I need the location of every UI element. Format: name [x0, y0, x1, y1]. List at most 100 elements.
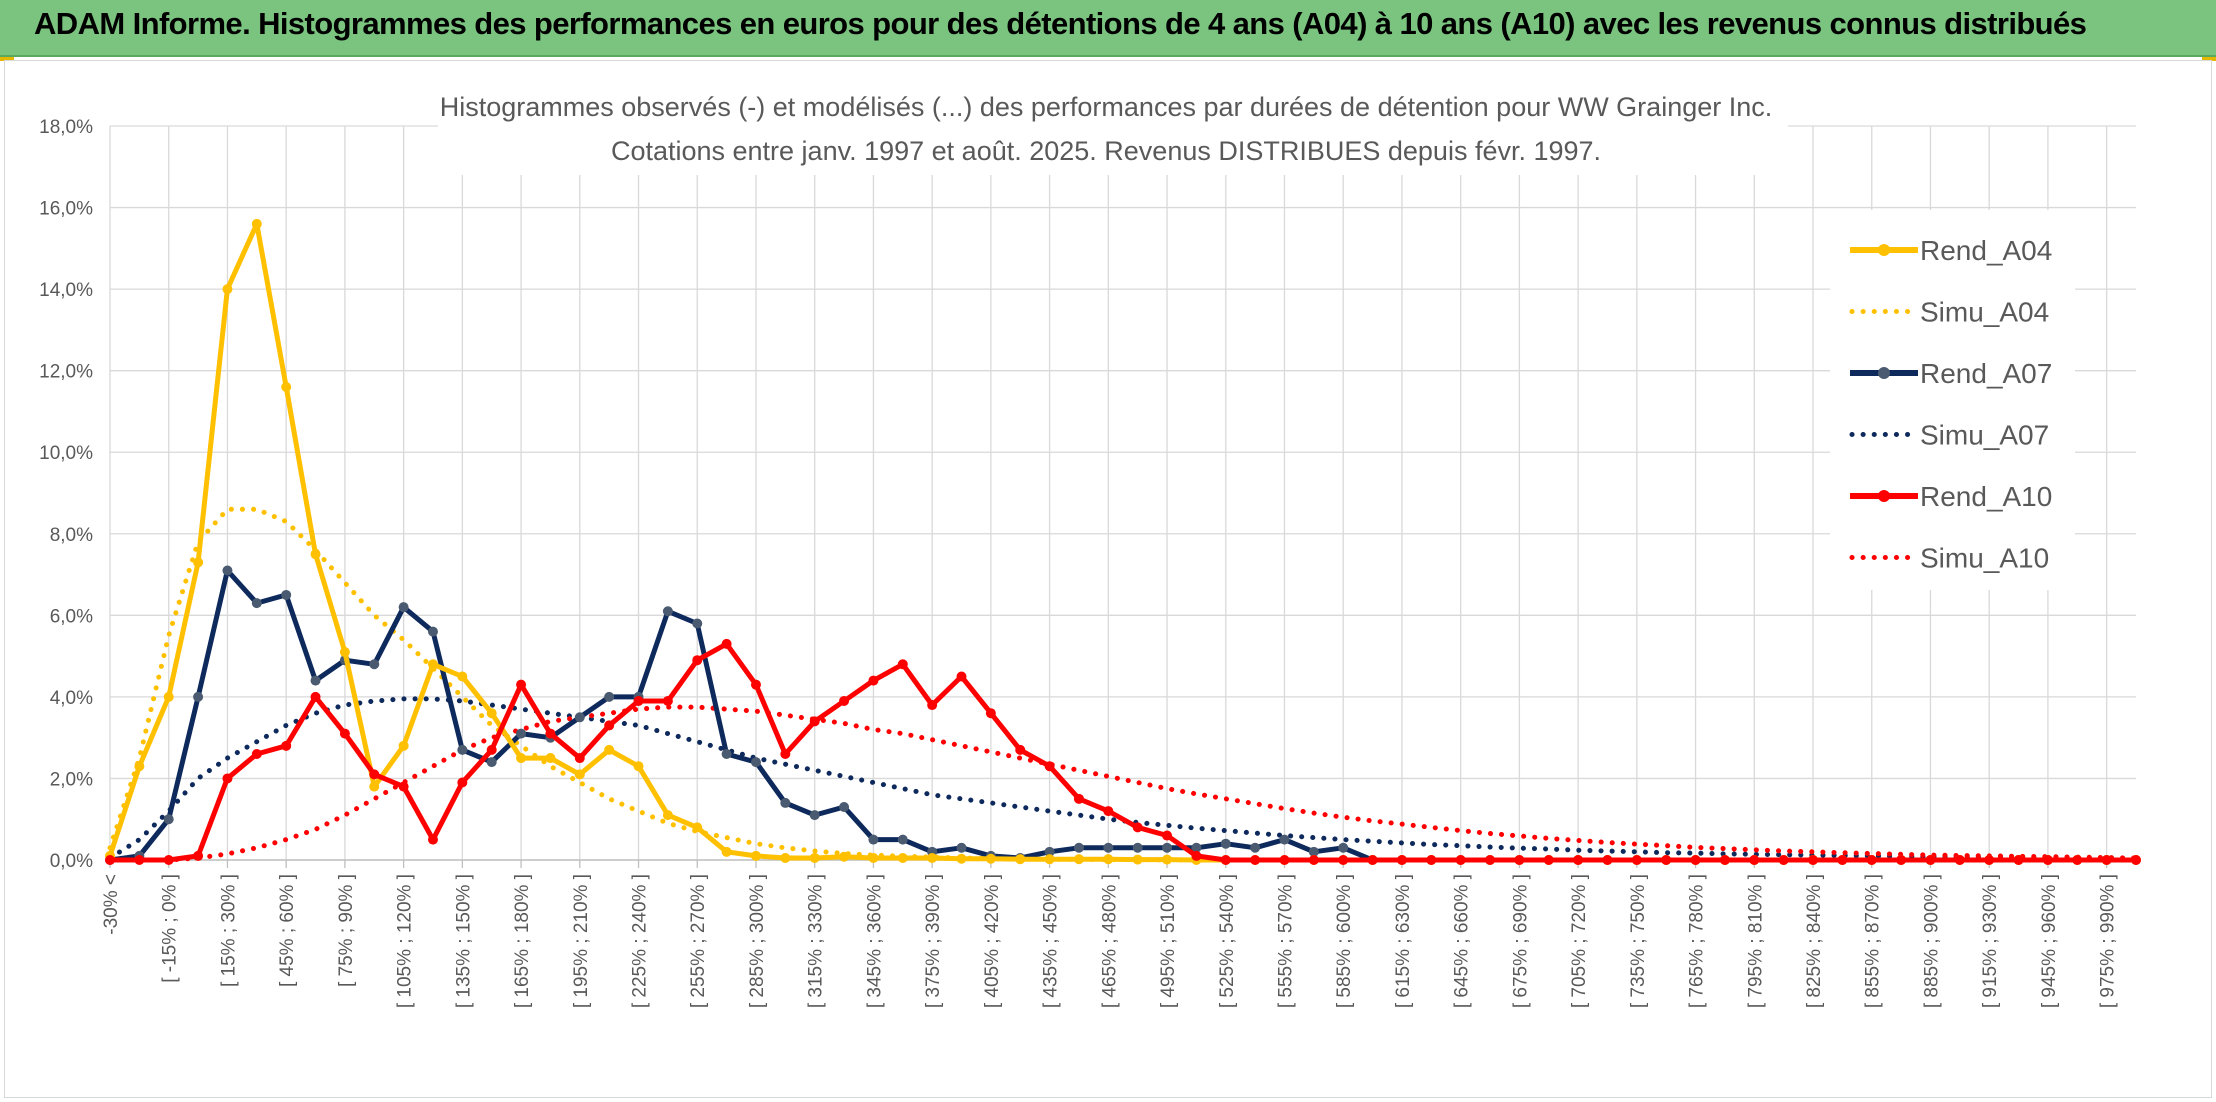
axis-layer: 0,0% 2,0% 4,0% 6,0% 8,0% 10,0% 12,0% 14,0% 16,0%…	[39, 117, 2136, 1008]
x-tick-label: [ 75% ; 90% ]	[336, 874, 357, 987]
data-point	[1162, 830, 1173, 841]
data-point	[662, 810, 673, 821]
data-point	[369, 781, 380, 792]
data-point	[251, 598, 262, 609]
x-tick-label: [ 105% ; 120% ]	[395, 874, 416, 1008]
x-tick-label: [ 975% ; 990% ]	[2098, 874, 2119, 1008]
data-point	[1132, 842, 1143, 853]
data-point	[1719, 855, 1730, 865]
data-point	[1103, 806, 1114, 817]
x-tick-label: [ 525% ; 540% ]	[1217, 874, 1238, 1008]
y-tick-label: 12,0%	[39, 362, 93, 383]
data-point	[1250, 855, 1261, 865]
data-point	[633, 695, 644, 706]
x-tick-label: -30% <	[101, 874, 122, 935]
data-point	[750, 850, 761, 861]
data-point	[868, 834, 879, 845]
x-tick-label: [ 765% ; 780% ]	[1687, 874, 1708, 1008]
data-point	[1132, 854, 1143, 865]
data-point	[1279, 834, 1290, 845]
x-tick-label: [ 885% ; 900% ]	[1921, 874, 1942, 1008]
x-tick-label: [ 405% ; 420% ]	[982, 874, 1003, 1008]
series-line	[107, 704, 2139, 863]
data-point	[545, 753, 556, 764]
data-point	[486, 744, 497, 755]
data-point	[780, 852, 791, 863]
data-point	[281, 381, 292, 392]
data-point	[721, 638, 732, 649]
data-point	[1073, 793, 1084, 804]
legend-label: Rend_A04	[1920, 235, 2052, 266]
data-point	[369, 769, 380, 780]
data-point	[369, 659, 380, 670]
x-tick-label: [ 15% ; 30% ]	[218, 874, 239, 987]
legend-marker	[1878, 490, 1890, 502]
data-point	[134, 855, 145, 865]
data-point	[163, 855, 174, 865]
data-point	[1808, 855, 1819, 865]
data-point	[1162, 854, 1173, 865]
data-point	[310, 691, 321, 702]
x-tick-label: [ 645% ; 660% ]	[1452, 874, 1473, 1008]
data-point	[457, 744, 468, 755]
data-point	[1132, 822, 1143, 833]
x-tick-label: [ 585% ; 600% ]	[1334, 874, 1355, 1008]
data-point	[222, 773, 233, 784]
data-point	[398, 781, 409, 792]
x-tick-label: [ 135% ; 150% ]	[453, 874, 474, 1008]
data-point	[1073, 842, 1084, 853]
data-point	[1749, 855, 1760, 865]
legend-label: Rend_A07	[1920, 358, 2052, 389]
x-tick-label: [ 825% ; 840% ]	[1804, 874, 1825, 1008]
data-point	[339, 647, 350, 658]
y-tick-label: 10,0%	[39, 443, 93, 464]
data-point	[1103, 842, 1114, 853]
data-point	[427, 659, 438, 670]
data-point	[897, 659, 908, 670]
x-tick-label: [ 375% ; 390% ]	[923, 874, 944, 1008]
x-tick-label: [ 225% ; 240% ]	[630, 874, 651, 1008]
series-layer	[105, 218, 2141, 865]
data-point	[222, 565, 233, 576]
y-tick-label: 0,0%	[50, 851, 93, 872]
data-point	[897, 852, 908, 863]
data-point	[486, 708, 497, 719]
data-point	[1308, 855, 1319, 865]
data-point	[310, 549, 321, 560]
data-point	[1250, 842, 1261, 853]
x-tick-label: [ 555% ; 570% ]	[1275, 874, 1296, 1008]
data-point	[1073, 854, 1084, 865]
data-point	[809, 810, 820, 821]
data-point	[251, 748, 262, 759]
legend-item-Rend_A07: Rend_A07	[1850, 358, 2052, 389]
legend: Rend_A04 Simu_A04 Rend_A07 Simu_A07 Rend_A10…	[1849, 235, 2052, 574]
data-point	[1631, 855, 1642, 865]
data-point	[486, 757, 497, 768]
data-point	[1514, 855, 1525, 865]
data-point	[163, 691, 174, 702]
data-point	[516, 753, 527, 764]
data-point	[927, 700, 938, 711]
data-point	[1191, 842, 1202, 853]
legend-item-Simu_A07: Simu_A07	[1849, 420, 2049, 451]
x-tick-label: [ -15% ; 0% ]	[160, 874, 181, 983]
data-point	[780, 797, 791, 808]
y-tick-label: 18,0%	[39, 117, 93, 138]
y-tick-label: 14,0%	[39, 280, 93, 301]
data-point	[604, 720, 615, 731]
y-tick-label: 6,0%	[50, 606, 93, 627]
x-tick-label: [ 285% ; 300% ]	[747, 874, 768, 1008]
data-point	[1220, 855, 1231, 865]
data-point	[2101, 855, 2112, 865]
data-point	[398, 740, 409, 751]
legend-item-Rend_A04: Rend_A04	[1850, 235, 2052, 266]
header-banner: ADAM Informe. Histogrammes des performan…	[0, 0, 2216, 57]
x-tick-label: [ 855% ; 870% ]	[1863, 874, 1884, 1008]
data-point	[427, 626, 438, 637]
x-tick-label: [ 435% ; 450% ]	[1041, 874, 1062, 1008]
data-point	[398, 602, 409, 613]
data-point	[457, 671, 468, 682]
data-point	[574, 769, 585, 780]
x-tick-label: [ 945% ; 960% ]	[2039, 874, 2060, 1008]
